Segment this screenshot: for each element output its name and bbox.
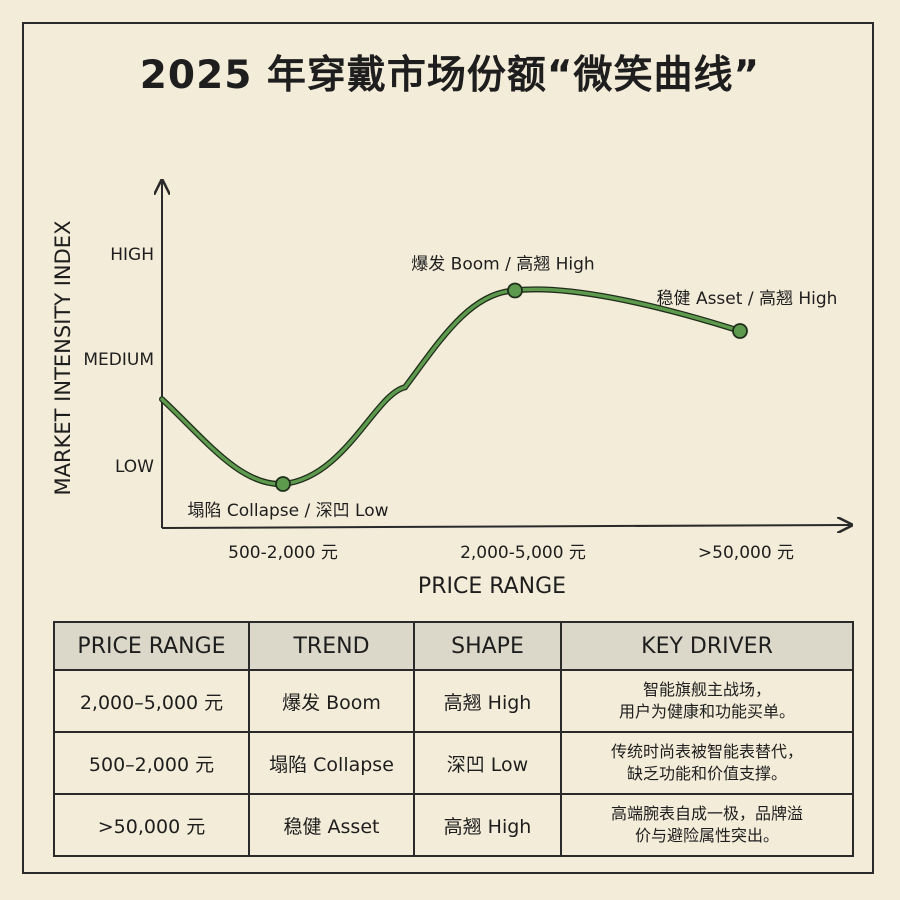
cell-shape: 高翘 High (413, 669, 562, 733)
cell-shape: 高翘 High (413, 793, 562, 857)
cell-price-range: 500–2,000 元 (53, 731, 250, 795)
table-header-row: PRICE RANGE TREND SHAPE KEY DRIVER (53, 621, 854, 671)
header-key-driver: KEY DRIVER (560, 621, 854, 671)
driver-line: 缺乏功能和价值支撑。 (626, 764, 787, 783)
cell-trend: 塌陷 Collapse (248, 731, 415, 795)
data-point (507, 282, 523, 299)
data-label: 塌陷 Collapse / 深凹 Low (187, 501, 388, 521)
driver-line: 传统时尚表被智能表替代， (610, 742, 803, 761)
series-line-outline (159, 286, 743, 488)
data-point (732, 323, 748, 339)
cell-price-range: 2,000–5,000 元 (53, 669, 250, 733)
driver-line: 智能旗舰主战场， (642, 680, 771, 699)
cell-trend: 爆发 Boom (248, 669, 415, 733)
cell-key-driver: 智能旗舰主战场， 用户为健康和功能买单。 (560, 669, 854, 733)
cell-key-driver: 传统时尚表被智能表替代， 缺乏功能和价值支撑。 (560, 731, 854, 795)
data-point (275, 476, 291, 492)
x-tick-label: 500-2,000 元 (228, 543, 338, 563)
cell-price-range: >50,000 元 (53, 793, 250, 857)
poster-frame (22, 22, 874, 874)
data-label: 稳健 Asset / 高翘 High (657, 289, 838, 309)
table-row: >50,000 元 稳健 Asset 高翘 High 高端腕表自成一极，品牌溢价… (53, 793, 854, 857)
header-shape: SHAPE (413, 621, 562, 671)
y-tick-low: LOW (115, 457, 154, 477)
summary-table: PRICE RANGE TREND SHAPE KEY DRIVER 2,000… (53, 621, 854, 857)
y-tick-medium: MEDIUM (83, 350, 154, 370)
page-title: 2025 年穿戴市场份额“微笑曲线” (139, 53, 761, 98)
smile-curve-chart: MARKET INTENSITY INDEX PRICE RANGE LOW M… (51, 0, 900, 599)
header-trend: TREND (248, 621, 415, 671)
table-row: 500–2,000 元 塌陷 Collapse 深凹 Low 传统时尚表被智能表… (53, 731, 854, 795)
cell-shape: 深凹 Low (413, 731, 562, 795)
cell-trend: 稳健 Asset (248, 793, 415, 857)
driver-line: 高端腕表自成一极，品牌溢 (610, 804, 803, 823)
y-tick-high: HIGH (110, 245, 154, 265)
driver-line: 用户为健康和功能买单。 (618, 702, 795, 721)
cell-key-driver: 高端腕表自成一极，品牌溢 价与避险属性突出。 (560, 793, 854, 857)
x-tick-label: >50,000 元 (698, 543, 794, 563)
x-tick-label: 2,000-5,000 元 (460, 543, 586, 563)
data-label: 爆发 Boom / 高翘 High (411, 255, 594, 275)
x-axis (161, 525, 850, 528)
driver-line: 价与避险属性突出。 (634, 826, 779, 845)
y-axis-label: MARKET INTENSITY INDEX (51, 221, 75, 496)
x-axis-label: PRICE RANGE (418, 574, 566, 599)
header-price-range: PRICE RANGE (53, 621, 250, 671)
table-row: 2,000–5,000 元 爆发 Boom 高翘 High 智能旗舰主战场， 用户… (53, 669, 854, 733)
series-line (160, 287, 742, 486)
